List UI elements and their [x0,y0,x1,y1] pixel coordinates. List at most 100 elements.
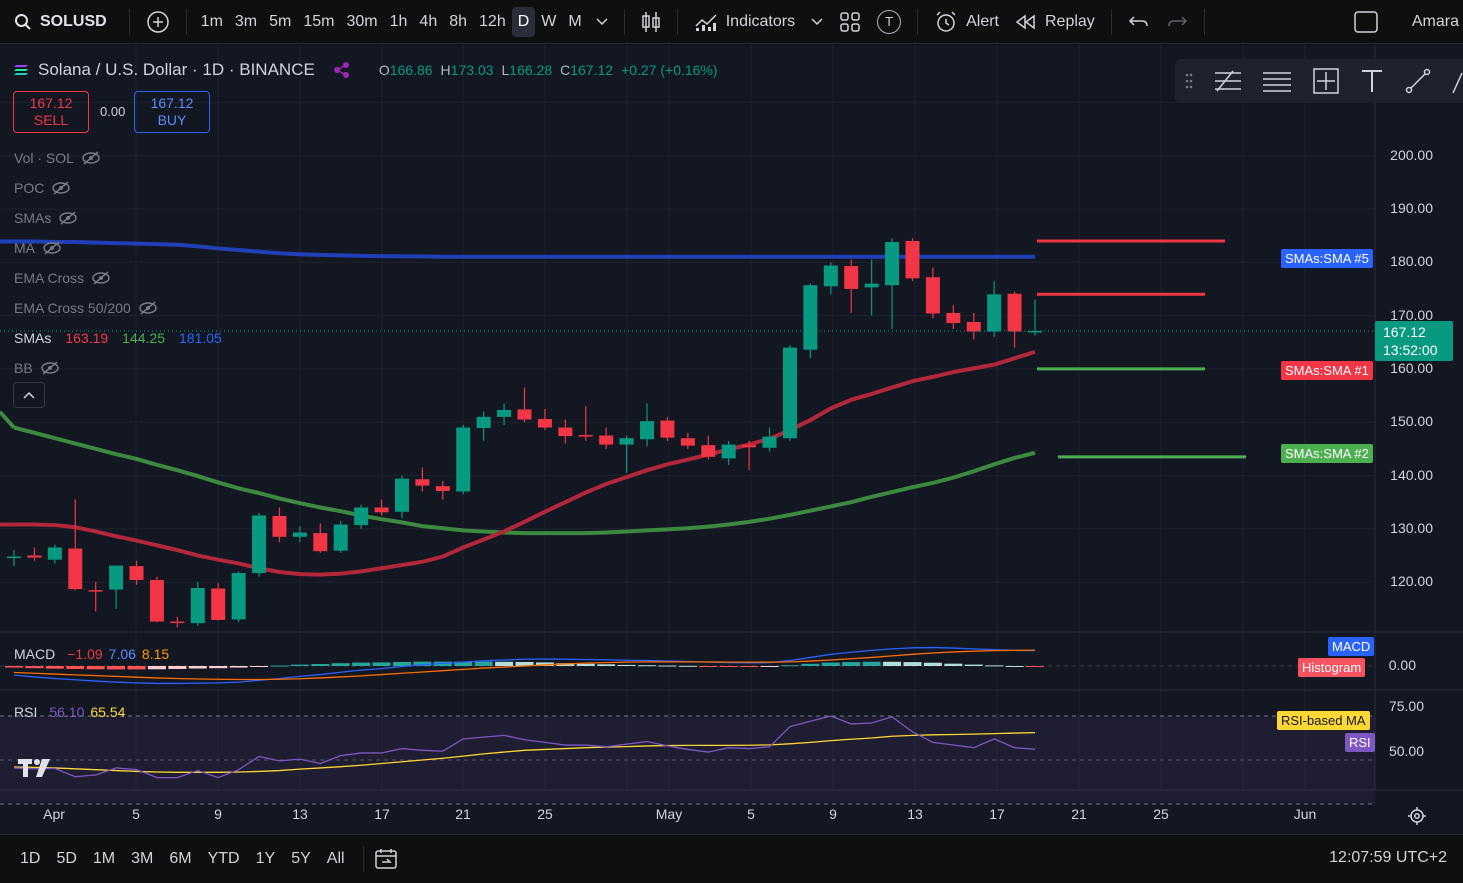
candle-body [558,427,573,437]
interval-4h[interactable]: 4h [419,12,438,30]
sell-button[interactable]: 167.12 SELL [13,91,89,133]
eye-hidden-icon[interactable] [43,241,61,255]
interval-3m[interactable]: 3m [234,12,258,30]
indicator-ema-cross[interactable]: EMA Cross [14,263,222,293]
indicator-smas-values[interactable]: SMAs 163.19 144.25 181.05 [14,323,222,353]
fib-retracement-icon[interactable] [1211,67,1243,95]
indicator-ema-cross-50-200[interactable]: EMA Cross 50/200 [14,293,222,323]
interval-w[interactable]: W [541,12,557,30]
candle-body [497,409,512,417]
chart-type-button[interactable] [633,7,669,37]
rsi-legend[interactable]: RSI 56.10 65.54 [14,704,125,720]
candle-body [211,588,226,620]
range-1d[interactable]: 1D [20,850,41,867]
interval-m[interactable]: M [568,12,582,30]
chart-area[interactable] [0,45,1463,833]
share-nodes-icon[interactable] [333,61,351,79]
tag-sma5: SMAs:SMA #5 [1281,249,1373,268]
symbol-label: SOLUSD [40,12,107,30]
bottom-toolbar: 1D 5D 1M 3M 6M YTD 1Y 5Y All 12:07:59 UTC+2 [0,834,1463,883]
candle-body [537,419,552,428]
indicator-bb[interactable]: BB [14,353,222,383]
text-tool-icon[interactable] [1359,67,1385,95]
eye-hidden-icon[interactable] [82,151,100,165]
range-3m[interactable]: 3M [131,850,154,867]
sma1-line [14,349,1036,577]
interval-1h[interactable]: 1h [389,12,408,30]
drag-handle-icon[interactable] [1185,72,1193,90]
brush-icon[interactable] [1451,67,1463,95]
macd-histogram-bar [944,663,963,666]
symbol-search[interactable]: SOLUSD [0,13,121,31]
drawing-toolbar [1175,59,1463,103]
macd-histogram-bar [1005,666,1024,667]
trading-button[interactable]: T [869,7,909,37]
chart-canvas[interactable] [0,45,1463,833]
range-6m[interactable]: 6M [169,850,192,867]
candle-body [313,533,328,552]
macd-histogram-bar [515,661,534,666]
indicator-poc[interactable]: POC [14,173,222,203]
interval-5m[interactable]: 5m [269,12,292,30]
goto-date-icon[interactable] [374,848,398,870]
candle-body [1007,293,1022,332]
candle-body [252,515,267,574]
redo-button[interactable] [1158,7,1196,37]
compare-button[interactable] [138,7,178,37]
utc-clock[interactable]: 12:07:59 UTC+2 [1329,849,1447,866]
candle-body [374,507,389,513]
range-1y[interactable]: 1Y [255,850,276,867]
indicator-vol[interactable]: Vol · SOL [14,143,222,173]
interval-d[interactable]: D [511,6,536,37]
macd-legend[interactable]: MACD −1.09 7.06 8.15 [14,646,169,662]
interval-15m[interactable]: 15m [303,12,335,30]
candle-body [435,486,450,491]
macd-histogram-bar [127,666,146,670]
macd-histogram-bar [903,662,922,666]
eye-hidden-icon[interactable] [138,301,157,315]
last-price-tag: 167.12 13:52:00 [1375,321,1453,361]
divider [1110,8,1112,35]
interval-dropdown-button[interactable] [588,7,616,37]
fullscreen-button[interactable] [1346,7,1386,37]
time-label: 9 [214,806,222,822]
rsi-50-label: 50.00 [1388,743,1424,759]
eye-hidden-icon[interactable] [92,271,110,285]
indicators-button[interactable]: Indicators [686,7,803,37]
interval-12h[interactable]: 12h [479,12,506,30]
range-1m[interactable]: 1M [92,850,116,867]
interval-8h[interactable]: 8h [449,12,468,30]
macd-histogram-bar [780,665,799,667]
horizontal-lines-icon[interactable] [1261,67,1293,95]
sma5-value: 181.05 [179,330,222,346]
alert-button[interactable]: Alert [926,7,1007,37]
collapse-legend-button[interactable] [13,382,45,408]
range-ytd[interactable]: YTD [207,850,240,867]
undo-button[interactable] [1120,7,1158,37]
symbol-title: Solana / U.S. Dollar · 1D · BINANCE [38,60,315,79]
solana-logo-icon [14,65,28,75]
eye-hidden-icon[interactable] [52,181,71,195]
interval-30m[interactable]: 30m [346,12,378,30]
divider [676,8,678,35]
eye-hidden-icon[interactable] [40,361,59,375]
square-icon [1354,10,1378,33]
range-5d[interactable]: 5D [56,850,77,867]
indicator-ma[interactable]: MA [14,233,222,263]
interval-1m[interactable]: 1m [200,12,223,30]
sma2-line [13,425,1036,536]
buy-button[interactable]: 167.12 BUY [134,91,210,133]
price-label: 180.00 [1390,253,1433,270]
replay-button[interactable]: Replay [1007,7,1103,37]
layout-button[interactable] [831,7,869,37]
measure-icon[interactable] [1311,66,1341,96]
user-name[interactable]: Amara [1411,12,1459,30]
eye-hidden-icon[interactable] [59,211,78,225]
range-5y[interactable]: 5Y [291,850,311,867]
candle-body [660,420,675,438]
range-all[interactable]: All [326,850,345,867]
trend-line-icon[interactable] [1403,66,1433,96]
settings-gear-icon[interactable] [1407,806,1427,826]
indicators-dropdown[interactable] [803,7,831,37]
indicator-smas[interactable]: SMAs [14,203,222,233]
